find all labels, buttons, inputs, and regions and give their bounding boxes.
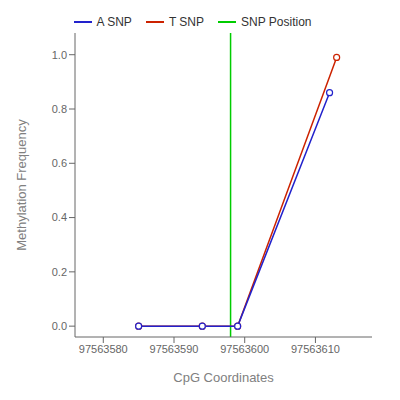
html-text:A SNP: A SNP — [96, 15, 132, 29]
svg-text:0.8: 0.8 — [52, 103, 67, 115]
svg-text:0.6: 0.6 — [52, 157, 67, 169]
svg-text:97563600: 97563600 — [220, 343, 269, 355]
html-text:SNP Position: SNP Position — [241, 15, 312, 29]
svg-text:97563610: 97563610 — [291, 343, 340, 355]
svg-text:Methylation Frequency: Methylation Frequency — [14, 119, 29, 251]
svg-text:0.0: 0.0 — [52, 320, 67, 332]
svg-text:97563580: 97563580 — [79, 343, 128, 355]
svg-text:0.4: 0.4 — [52, 211, 67, 223]
svg-text:CpG Coordinates: CpG Coordinates — [173, 370, 274, 385]
svg-text:0.2: 0.2 — [52, 266, 67, 278]
svg-text:1.0: 1.0 — [52, 49, 67, 61]
html-text:T SNP: T SNP — [168, 15, 204, 29]
svg-text:97563590: 97563590 — [150, 343, 199, 355]
